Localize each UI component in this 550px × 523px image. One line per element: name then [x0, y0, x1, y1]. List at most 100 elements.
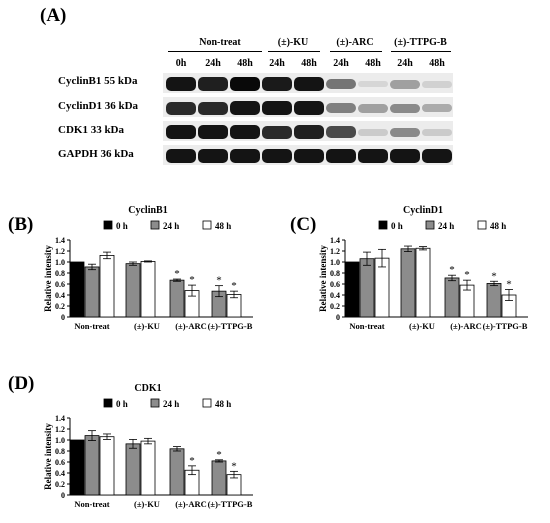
blot-band — [294, 149, 324, 163]
blot-band — [358, 128, 388, 136]
blot-band — [326, 79, 356, 89]
blot-time-label: 48h — [429, 58, 445, 69]
x-tick-label: (±)-KU — [134, 321, 160, 331]
significance-mark: * — [216, 449, 222, 461]
significance-mark: * — [449, 264, 455, 276]
bar — [125, 443, 141, 496]
chart-cyclind1: CyclinD1 Relative intensity 0 h 24 h 48 h 0 0.… — [318, 205, 528, 331]
y-tick-label: 1.2 — [55, 247, 65, 256]
blot-band — [230, 125, 260, 139]
blot-band — [358, 149, 388, 163]
blot-time-label: 48h — [237, 58, 253, 69]
y-tick-label: 0.2 — [55, 302, 65, 311]
blot-row-label: CyclinB1 55 kDa — [58, 75, 138, 87]
blot-band — [326, 149, 356, 163]
y-tick-label: 0.2 — [330, 302, 340, 311]
blot-time-label: 0h — [175, 58, 187, 69]
x-tick-label: (±)-KU — [134, 499, 160, 509]
x-tick-label: (±)-TTPG-B — [208, 321, 253, 331]
y-tick-label: 1.4 — [330, 236, 340, 245]
bar — [359, 258, 375, 318]
x-tick-label: Non-treat — [349, 321, 384, 331]
y-axis-label: Relative intensity — [43, 245, 53, 312]
x-tick-label: Non-treat — [74, 321, 109, 331]
y-tick-label: 0.6 — [330, 280, 340, 289]
y-tick-label: 0.4 — [55, 291, 65, 300]
blot-band — [390, 79, 420, 89]
legend-swatch — [103, 220, 113, 230]
x-tick-label: (±)-TTPG-B — [208, 499, 253, 509]
x-tick-label: Non-treat — [74, 499, 109, 509]
blot-band — [390, 103, 420, 113]
panel-c-label: (C) — [290, 214, 317, 235]
bar — [99, 436, 115, 496]
chart-title: CyclinD1 — [403, 205, 443, 216]
legend-swatch — [202, 398, 212, 408]
y-tick-label: 0.8 — [330, 269, 340, 278]
y-tick-label: 0.8 — [55, 269, 65, 278]
blot-band — [358, 103, 388, 113]
blot-band — [262, 125, 292, 139]
blot-band — [166, 125, 196, 139]
x-tick-label: (±)-KU — [409, 321, 435, 331]
blot-time-label: 24h — [205, 58, 221, 69]
blot-band — [326, 103, 356, 113]
blot-time-label: 48h — [301, 58, 317, 69]
blot-time-label: 24h — [269, 58, 285, 69]
legend-label: 48 h — [215, 221, 231, 231]
bar — [344, 261, 360, 318]
blot-band — [390, 149, 420, 163]
bar — [99, 255, 115, 318]
y-tick-label: 0.6 — [55, 458, 65, 467]
blot-band — [358, 81, 388, 87]
blot-band — [294, 125, 324, 139]
legend-label: 24 h — [163, 399, 179, 409]
y-tick-label: 1.0 — [55, 258, 65, 267]
blot-band — [166, 101, 196, 115]
chart-cyclinb1: CyclinB1 Relative intensity 0 h 24 h 48 h 0 0.… — [43, 205, 253, 331]
blot-band — [422, 80, 452, 88]
legend-swatch — [378, 220, 388, 230]
y-tick-label: 1.2 — [330, 247, 340, 256]
y-tick-label: 0.4 — [55, 469, 65, 478]
y-axis-label: Relative intensity — [43, 423, 53, 490]
y-tick-label: 0.6 — [55, 280, 65, 289]
significance-mark: * — [216, 275, 222, 287]
significance-mark: * — [174, 268, 180, 280]
bar — [69, 439, 85, 496]
y-tick-label: 1.2 — [55, 425, 65, 434]
blot-band — [294, 101, 324, 115]
legend-swatch — [477, 220, 487, 230]
blot-row-label: CyclinD1 36 kDa — [58, 100, 139, 112]
blot-band — [166, 77, 196, 91]
blot-band — [422, 104, 452, 112]
bar — [169, 279, 185, 318]
blot-band — [326, 126, 356, 138]
bar — [444, 277, 460, 318]
blot-band — [422, 128, 452, 136]
blot-group-line-non-treat — [168, 51, 262, 52]
x-tick-label: (±)-ARC — [175, 499, 207, 509]
bar — [211, 460, 227, 496]
legend-label: 48 h — [215, 399, 231, 409]
legend-label: 0 h — [116, 399, 128, 409]
blot-group-line-ku — [268, 51, 320, 52]
x-tick-label: (±)-ARC — [450, 321, 482, 331]
blot-group-arc: (±)-ARC — [336, 37, 374, 48]
x-tick-label: (±)-TTPG-B — [483, 321, 528, 331]
bar — [486, 283, 502, 318]
significance-mark: * — [231, 460, 237, 472]
legend-swatch — [202, 220, 212, 230]
blot-band — [262, 77, 292, 91]
blot-row-label: GAPDH 36 kDa — [58, 148, 134, 160]
y-tick-label: 1.0 — [330, 258, 340, 267]
legend-label: 0 h — [116, 221, 128, 231]
panel-a-label: (A) — [40, 5, 67, 26]
blot-time-label: 48h — [365, 58, 381, 69]
blot-band — [390, 127, 420, 137]
legend-label: 24 h — [163, 221, 179, 231]
blot-band — [198, 149, 228, 163]
bar — [140, 440, 156, 496]
bar — [415, 247, 431, 318]
blot-group-ttpg: (±)-TTPG-B — [394, 37, 447, 48]
